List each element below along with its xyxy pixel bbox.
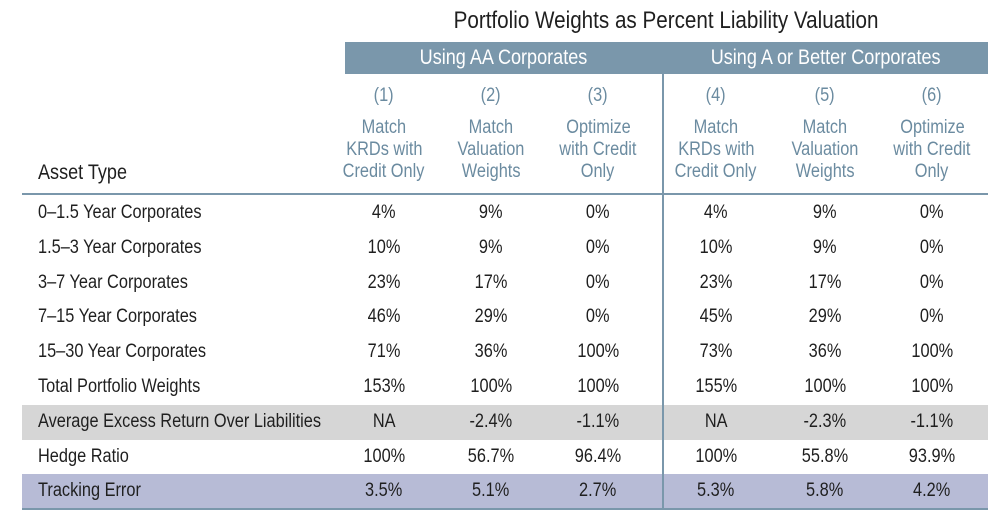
table-cell: 100% (695, 445, 737, 467)
table-cell: 100% (577, 341, 619, 363)
table-cell: 0% (586, 306, 610, 328)
header-divider (22, 193, 988, 195)
table-row: 15–30 Year Corporates 71% 36% 100% 73% 3… (22, 335, 988, 370)
table-cell: 10% (699, 236, 733, 258)
table-cell: 9% (479, 236, 503, 258)
row-label: 15–30 Year Corporates (38, 341, 207, 363)
table-cell: NA (704, 410, 728, 432)
row-label: Average Excess Return Over Liabilities (38, 410, 322, 432)
table-cell: 29% (474, 306, 508, 328)
table-cell: 155% (695, 375, 737, 397)
table-row: 1.5–3 Year Corporates 10% 9% 0% 10% 9% 0… (22, 231, 988, 266)
table-cell: 4% (704, 202, 728, 223)
table-cell: 0% (586, 271, 610, 293)
table-cell: 0% (920, 306, 944, 328)
group-header-a-or-better-corporates: Using A or Better Corporates (664, 42, 988, 74)
table-row: 3–7 Year Corporates 23% 17% 0% 23% 17% 0… (22, 266, 988, 301)
column-description-1: Match KRDs with Credit Only (343, 117, 425, 182)
column-description-5: Match Valuation Weights (791, 117, 859, 182)
table-row-excess-return: Average Excess Return Over Liabilities N… (22, 404, 988, 440)
table-cell: 9% (813, 202, 837, 223)
table-cell: 55.8% (801, 445, 849, 467)
table-cell: 45% (699, 306, 733, 328)
table-cell: 0% (586, 236, 610, 258)
table-cell: 71% (367, 341, 401, 363)
bottom-divider (22, 508, 988, 510)
table-cell: 9% (813, 236, 837, 258)
table-row: 7–15 Year Corporates 46% 29% 0% 45% 29% … (22, 300, 988, 335)
row-label: Tracking Error (38, 480, 141, 502)
row-label: 1.5–3 Year Corporates (38, 236, 202, 258)
table-cell: -1.1% (576, 410, 620, 432)
column-number-5: (5) (815, 85, 835, 106)
table-cell: 46% (367, 306, 401, 328)
table-cell: 9% (479, 202, 503, 223)
table-row-total: Total Portfolio Weights 153% 100% 100% 1… (22, 370, 988, 405)
table-cell: 100% (804, 375, 846, 397)
table-cell: 73% (699, 341, 733, 363)
table-cell: 17% (474, 271, 508, 293)
table-cell: -2.4% (469, 410, 513, 432)
table-cell: 23% (367, 271, 401, 293)
table-cell: 0% (920, 236, 944, 258)
group-header-aa-corporates: Using AA Corporates (345, 42, 662, 74)
table-cell: 17% (808, 271, 842, 293)
table-cell: 100% (911, 375, 953, 397)
column-number-4: (4) (706, 85, 726, 106)
column-number-1: (1) (374, 85, 394, 106)
table-row-hedge-ratio: Hedge Ratio 100% 56.7% 96.4% 100% 55.8% … (22, 440, 988, 475)
table-cell: 4.2% (913, 480, 951, 502)
table-cell: 5.8% (806, 480, 844, 502)
row-label: 0–1.5 Year Corporates (38, 202, 202, 223)
table-cell: 100% (470, 375, 512, 397)
table-cell: -1.1% (910, 410, 954, 432)
table-cell: 10% (367, 236, 401, 258)
group-divider (662, 42, 664, 509)
row-label: 3–7 Year Corporates (38, 271, 188, 293)
table-cell: 56.7% (467, 445, 515, 467)
table-cell: -2.3% (803, 410, 847, 432)
table-body: 0–1.5 Year Corporates 4% 9% 0% 4% 9% 0% … (22, 196, 988, 510)
table-cell: 36% (474, 341, 508, 363)
table-cell: 100% (363, 445, 405, 467)
table-cell: 5.3% (697, 480, 735, 502)
table-cell: 93.9% (908, 445, 956, 467)
table-cell: 0% (920, 202, 944, 223)
table-row-tracking-error: Tracking Error 3.5% 5.1% 2.7% 5.3% 5.8% … (22, 474, 988, 510)
table-cell: 3.5% (365, 480, 403, 502)
column-description-6: Optimize with Credit Only (893, 117, 971, 182)
table-cell: 96.4% (574, 445, 622, 467)
column-description-4: Match KRDs with Credit Only (675, 117, 757, 182)
column-number-2: (2) (481, 85, 501, 106)
table-cell: 0% (586, 202, 610, 223)
row-label: Total Portfolio Weights (38, 375, 201, 397)
table-cell: 100% (577, 375, 619, 397)
table-cell: 0% (920, 271, 944, 293)
row-label: Hedge Ratio (38, 445, 129, 467)
row-header-asset-type: Asset Type (38, 161, 128, 184)
table-row: 0–1.5 Year Corporates 4% 9% 0% 4% 9% 0% (22, 196, 988, 231)
table-cell: 5.1% (472, 480, 510, 502)
table-cell: 100% (911, 341, 953, 363)
table-cell: 29% (808, 306, 842, 328)
table-cell: NA (372, 410, 396, 432)
table-super-title: Portfolio Weights as Percent Liability V… (454, 7, 879, 34)
column-number-3: (3) (588, 85, 608, 106)
table-cell: 2.7% (579, 480, 617, 502)
table-cell: 23% (699, 271, 733, 293)
column-description-3: Optimize with Credit Only (559, 117, 637, 182)
table-cell: 36% (808, 341, 842, 363)
table-cell: 4% (372, 202, 396, 223)
column-number-6: (6) (922, 85, 942, 106)
column-description-2: Match Valuation Weights (457, 117, 525, 182)
table-cell: 153% (363, 375, 405, 397)
row-label: 7–15 Year Corporates (38, 306, 197, 328)
